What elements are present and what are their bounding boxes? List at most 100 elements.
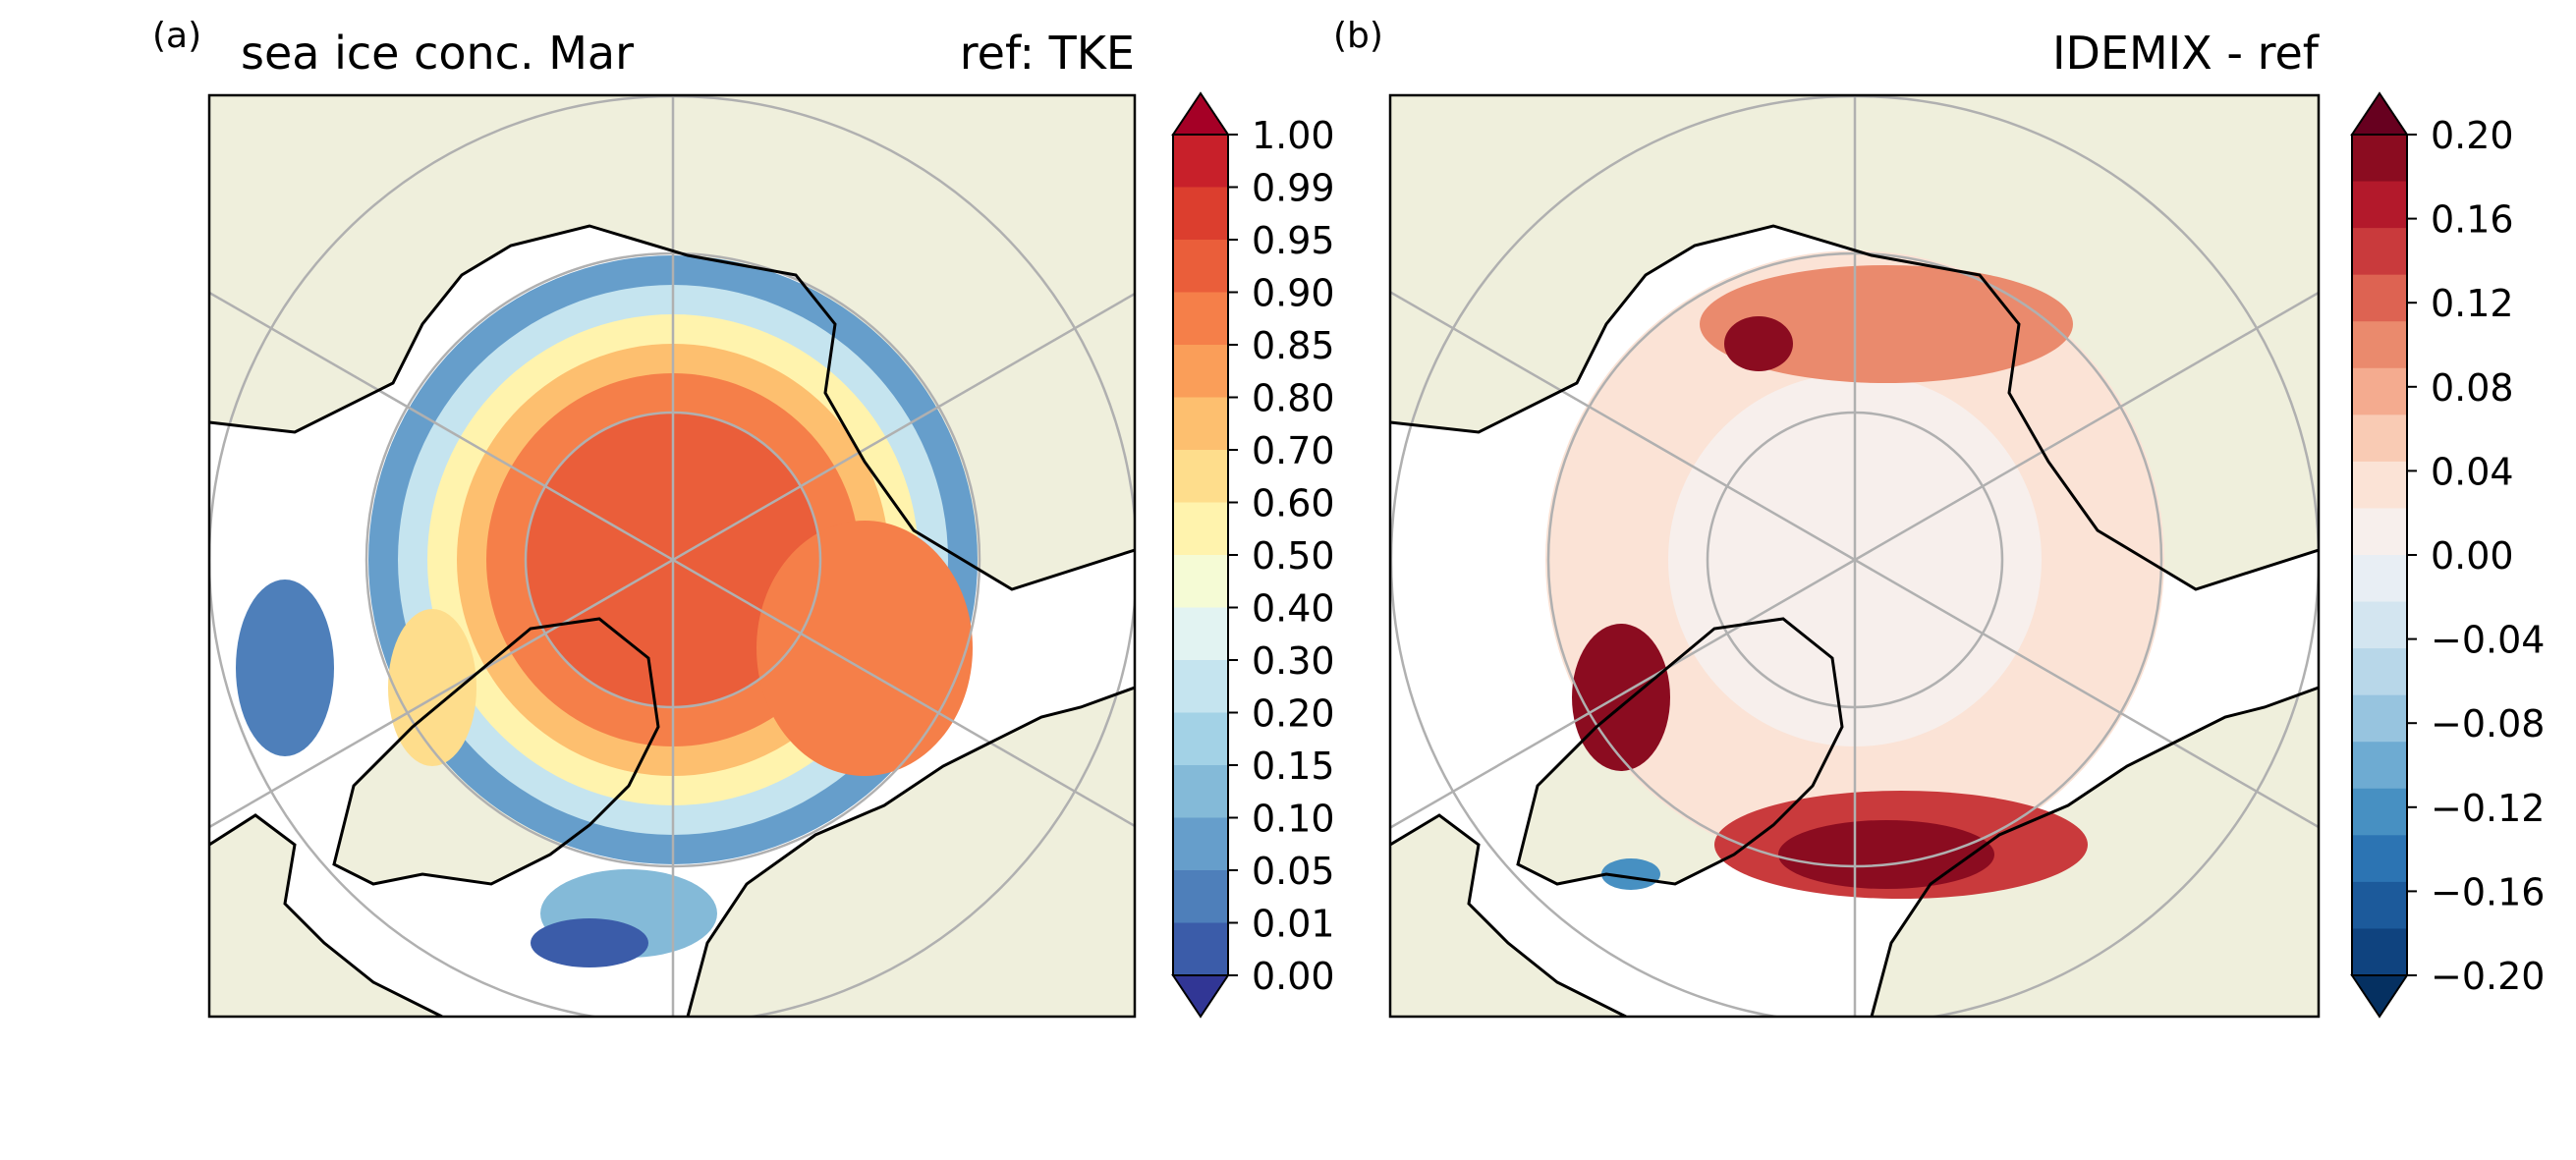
colorbar-b-swatch — [2352, 135, 2407, 183]
colorbar-a-tick-label: 0.01 — [1252, 903, 1335, 946]
colorbar-a-tick-label: 1.00 — [1252, 114, 1335, 157]
coastline-a-north — [209, 224, 1135, 591]
colorbar-b-swatch — [2352, 788, 2407, 836]
ice-a-barents — [756, 521, 973, 776]
colorbar-b-swatch — [2352, 742, 2407, 790]
colorbar-b-swatch — [2352, 648, 2407, 696]
colorbar-b-tick-label: −0.04 — [2431, 619, 2545, 662]
colorbar-b: 0.20 0.16 0.12 0.08 0.04 0.00 −0.04 −0.08 −0.12 −… — [2350, 91, 2545, 1019]
anomaly-b-pos-2 — [1724, 316, 1793, 371]
colorbar-a-swatch — [1173, 397, 1228, 451]
map-a — [209, 95, 1135, 1017]
colorbar-b-swatch — [2352, 601, 2407, 649]
land-a-south — [688, 688, 1135, 1017]
colorbar-b-swatch — [2352, 461, 2407, 510]
colorbar-a-tick-label: 0.90 — [1252, 272, 1335, 315]
colorbar-a-tick-label: 0.80 — [1252, 377, 1335, 420]
colorbar-b-swatch — [2352, 881, 2407, 930]
colorbar-b-swatch — [2352, 414, 2407, 463]
map-b-frame — [1388, 93, 2321, 1019]
colorbar-b-swatch — [2352, 508, 2407, 556]
colorbar-a-under-arrow — [1171, 974, 1230, 1019]
coastline-a-greenland — [332, 617, 660, 886]
colorbar-b-swatch — [2352, 555, 2407, 603]
colorbar-b-tick-label: 0.04 — [2431, 450, 2514, 493]
colorbar-b-tick-label: −0.16 — [2431, 870, 2545, 913]
colorbar-a-swatch — [1173, 870, 1228, 924]
colorbar-b-tick-label: 0.08 — [2431, 366, 2514, 410]
colorbar-a-swatch — [1173, 345, 1228, 399]
coastline-b-south — [1870, 686, 2319, 1017]
colorbar-a-tick-label: 0.85 — [1252, 324, 1335, 367]
colorbar-b-swatch — [2352, 321, 2407, 369]
panel-a-title-left: sea ice conc. Mar — [241, 27, 634, 80]
graticule-b-meridian-3 — [1390, 291, 2319, 830]
panel-a: (a) sea ice conc. Mar ref: TKE — [152, 16, 1335, 1019]
colorbar-a-tick-label: 0.20 — [1252, 692, 1335, 736]
colorbar-a-swatch — [1173, 555, 1228, 609]
panel-b-label: (b) — [1333, 16, 1383, 56]
panel-b: (b) IDEMIX - ref — [1333, 16, 2545, 1019]
colorbar-a-tick-label: 0.30 — [1252, 639, 1335, 683]
colorbar-b-swatch — [2352, 274, 2407, 322]
panel-a-title-right: ref: TKE — [960, 27, 1135, 80]
land-b-south — [1872, 688, 2319, 1017]
colorbar-b-swatch — [2352, 835, 2407, 883]
colorbar-b-tick-label: −0.20 — [2431, 955, 2545, 998]
coastline-b-north — [1390, 224, 2319, 591]
panel-b-title-right: IDEMIX - ref — [2052, 27, 2321, 80]
colorbar-a-swatch — [1173, 450, 1228, 504]
colorbar-a-tick-label: 0.00 — [1252, 955, 1335, 998]
anomaly-b-pos-5 — [1572, 624, 1670, 771]
colorbar-a-swatch — [1173, 135, 1228, 189]
colorbar-b-swatch — [2352, 928, 2407, 976]
colorbar-b-swatch — [2352, 181, 2407, 229]
anomaly-b-pos-1 — [1700, 265, 2073, 383]
coastline-a — [209, 224, 1135, 1017]
colorbar-a-tick-label: 0.70 — [1252, 429, 1335, 472]
colorbar-b-swatch — [2352, 367, 2407, 415]
anomaly-b-neg-1 — [1601, 858, 1660, 890]
colorbar-b-tick-label: 0.12 — [2431, 282, 2514, 325]
colorbar-a-over-arrow — [1171, 91, 1230, 136]
graticule-a-meridian-3 — [209, 292, 1135, 829]
land-a-southwest — [209, 815, 442, 1017]
map-a-frame — [207, 93, 1137, 1019]
colorbar-a-tick-label: 0.60 — [1252, 482, 1335, 525]
colorbar-b-over-arrow — [2350, 91, 2409, 136]
colorbar-a-swatch — [1173, 712, 1228, 766]
colorbar-b-tick-label: 0.20 — [2431, 114, 2514, 157]
anomaly-b-pos-4 — [1778, 820, 1994, 889]
colorbar-a-swatch — [1173, 817, 1228, 871]
colorbar-a-tick-label: 0.95 — [1252, 219, 1335, 262]
colorbar-a-swatch — [1173, 240, 1228, 294]
ice-a-okhotsk — [531, 918, 648, 967]
colorbar-b-tick-label: −0.12 — [2431, 787, 2545, 830]
colorbar-a-swatch — [1173, 922, 1228, 976]
colorbar-a-swatch — [1173, 660, 1228, 714]
coastline-b-southwest — [1390, 813, 1627, 1017]
panel-a-label: (a) — [152, 16, 201, 56]
coastline-b-greenland — [1516, 617, 1844, 886]
colorbar-a-tick-label: 0.50 — [1252, 534, 1335, 578]
colorbar-b-swatch — [2352, 694, 2407, 743]
coastline-a-south — [686, 686, 1135, 1017]
colorbar-b-tick-label: −0.08 — [2431, 702, 2545, 746]
land-b-southwest — [1390, 815, 1626, 1017]
colorbar-a: 1.00 0.99 0.95 0.90 0.85 0.80 0.70 0.60 0.50 0.40… — [1171, 91, 1335, 1019]
colorbar-b-tick-label: 0.00 — [2431, 534, 2514, 578]
colorbar-a-swatch — [1173, 187, 1228, 241]
colorbar-a-tick-label: 0.40 — [1252, 587, 1335, 631]
coastline-a-southwest — [209, 813, 443, 1017]
colorbar-b-swatch — [2352, 228, 2407, 276]
colorbar-a-swatch — [1173, 292, 1228, 346]
colorbar-a-tick-label: 0.15 — [1252, 745, 1335, 788]
map-b — [1390, 95, 2319, 1017]
colorbar-a-swatch — [1173, 765, 1228, 819]
colorbar-b-tick-label: 0.16 — [2431, 198, 2514, 242]
ice-a-labrador — [236, 580, 334, 756]
colorbar-a-tick-label: 0.05 — [1252, 850, 1335, 893]
ice-a-davis — [388, 609, 476, 766]
colorbar-a-tick-label: 0.10 — [1252, 798, 1335, 841]
